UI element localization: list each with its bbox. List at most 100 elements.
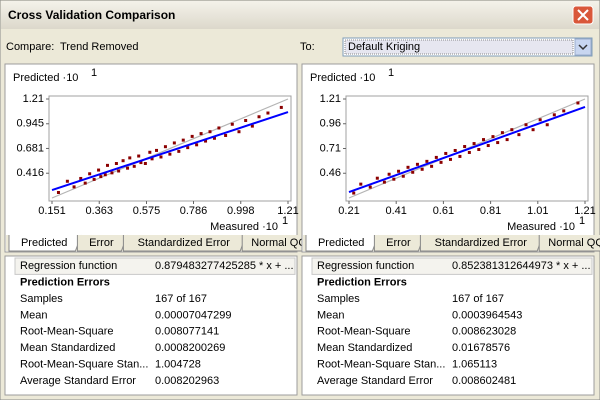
dropdown[interactable]: Default Kriging xyxy=(342,37,593,57)
row-label: Mean Standardized xyxy=(317,342,412,354)
data-point xyxy=(190,134,194,138)
tab[interactable] xyxy=(538,235,600,252)
data-point xyxy=(430,164,434,168)
data-point xyxy=(92,177,96,181)
data-point xyxy=(401,174,405,178)
tab-label[interactable]: Error xyxy=(386,237,411,249)
data-point xyxy=(524,123,528,127)
results-table xyxy=(4,255,298,396)
results-table xyxy=(301,255,595,396)
data-point xyxy=(217,126,221,130)
row-label: Mean xyxy=(20,309,48,321)
tab-label[interactable]: Predicted xyxy=(318,237,364,249)
row-label: Regression function xyxy=(317,260,414,272)
data-point xyxy=(368,185,372,189)
data-point xyxy=(444,151,448,155)
data-point xyxy=(486,144,490,148)
data-point xyxy=(148,150,152,154)
data-point xyxy=(99,175,103,179)
x-tick-label: 0.575 xyxy=(133,205,161,217)
row-value: 0.0003964543 xyxy=(452,309,522,321)
x-tick-label: 0.998 xyxy=(227,205,255,217)
data-point xyxy=(88,172,92,176)
data-point xyxy=(97,168,101,172)
data-point xyxy=(181,138,185,142)
data-point xyxy=(482,138,486,142)
to-label: To: xyxy=(300,41,315,53)
regression-line xyxy=(51,111,289,192)
data-point xyxy=(453,148,457,152)
tab-label[interactable]: Standardized Error xyxy=(138,237,231,249)
x-tick-label: 1.01 xyxy=(527,205,548,217)
tab-label[interactable]: Predicted xyxy=(21,237,67,249)
data-point xyxy=(458,154,462,158)
row-label: Root-Mean-Square Stan... xyxy=(317,359,445,371)
data-point xyxy=(79,176,83,180)
row-label: Root-Mean-Square Stan... xyxy=(20,359,148,371)
data-point xyxy=(359,182,363,186)
data-point xyxy=(576,101,580,105)
x-tick-label: 0.41 xyxy=(385,205,406,217)
row-value: 0.008202963 xyxy=(155,375,219,387)
data-point xyxy=(425,159,429,163)
data-point xyxy=(500,131,504,135)
y-axis-label-power: 1 xyxy=(388,67,394,79)
y-tick-label: 0.46 xyxy=(320,167,341,179)
data-point xyxy=(137,154,141,158)
y-tick-label: 0.681 xyxy=(16,142,44,154)
data-point xyxy=(387,172,391,176)
x-axis-label-power: 1 xyxy=(579,215,585,227)
y-tick-label: 1.21 xyxy=(320,93,341,105)
regression-row xyxy=(14,257,296,275)
y-axis-label-power: 1 xyxy=(91,67,97,79)
data-point xyxy=(159,155,163,159)
data-point xyxy=(467,150,471,154)
x-axis-label-power: 1 xyxy=(282,215,288,227)
y-tick-label: 0.945 xyxy=(16,118,44,130)
data-point xyxy=(434,155,438,159)
data-point xyxy=(562,109,566,113)
data-point xyxy=(382,180,386,184)
data-point xyxy=(230,122,234,126)
data-point xyxy=(65,179,69,183)
data-point xyxy=(163,145,167,149)
y-tick-label: 1.21 xyxy=(23,93,44,105)
y-axis-label: Predicted ·10 xyxy=(13,72,78,84)
data-point xyxy=(250,124,254,128)
close-button[interactable] xyxy=(572,5,594,25)
tab-label[interactable]: Standardized Error xyxy=(435,237,528,249)
data-point xyxy=(420,167,424,171)
data-point xyxy=(538,118,542,122)
data-point xyxy=(139,161,143,165)
tab-label[interactable]: Error xyxy=(89,237,114,249)
regression-row xyxy=(311,257,593,275)
data-point xyxy=(406,165,410,169)
x-axis-label: Measured ·10 xyxy=(210,221,278,233)
data-point xyxy=(172,141,176,145)
data-point xyxy=(392,177,396,181)
row-value: 0.879483277425285 * x + ... xyxy=(155,260,294,272)
row-label: Samples xyxy=(317,293,360,305)
data-point xyxy=(237,130,241,134)
data-point xyxy=(143,162,147,166)
row-value: 0.008602481 xyxy=(452,375,516,387)
data-point xyxy=(114,162,118,166)
x-tick-label: 0.786 xyxy=(180,205,208,217)
x-tick-label: 0.363 xyxy=(85,205,113,217)
tab-label[interactable]: Normal QQPlot xyxy=(548,237,600,249)
y-tick-label: 0.416 xyxy=(16,167,44,179)
data-point xyxy=(552,113,556,117)
data-point xyxy=(212,136,216,140)
data-point xyxy=(208,130,212,134)
data-point xyxy=(491,135,495,139)
x-tick-label: 1.21 xyxy=(277,205,298,217)
data-point xyxy=(105,163,109,167)
data-point xyxy=(195,143,199,147)
data-point xyxy=(397,169,401,173)
data-point xyxy=(204,139,208,143)
row-value: 1.065113 xyxy=(452,359,497,371)
data-point xyxy=(126,166,130,170)
data-point xyxy=(177,149,181,153)
data-point xyxy=(121,159,125,163)
